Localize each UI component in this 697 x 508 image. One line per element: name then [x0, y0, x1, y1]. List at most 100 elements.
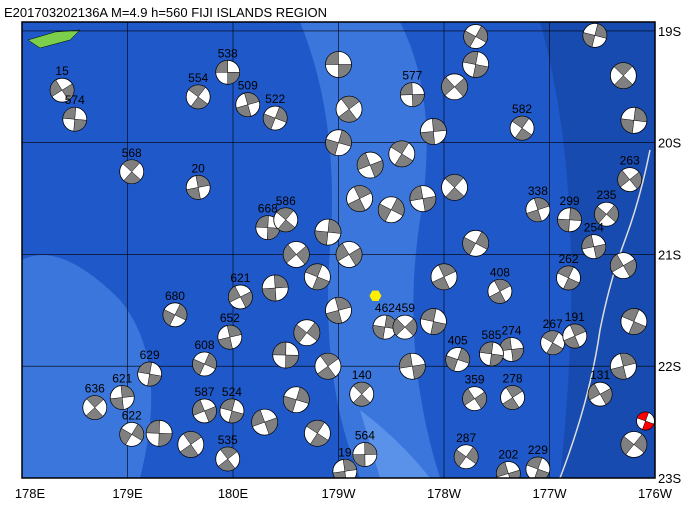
beachball-quadrant [594, 23, 608, 39]
beachball-quadrant [295, 245, 310, 265]
beachball [282, 241, 310, 268]
beachball-quadrant [145, 420, 160, 434]
beachball-quadrant [404, 318, 418, 337]
beachball-quadrant [613, 62, 633, 77]
beachball-quadrant [309, 432, 329, 447]
beachball-quadrant [62, 107, 77, 120]
beachball [162, 302, 188, 328]
station [369, 290, 382, 302]
depth-label: 131 [590, 368, 610, 382]
beachball [556, 265, 581, 291]
beachball-quadrant [147, 373, 162, 387]
beachball-quadrant [444, 174, 464, 188]
beachball-quadrant [137, 361, 153, 375]
beachball [462, 386, 487, 412]
beachball-quadrant [606, 204, 619, 223]
beachball [581, 234, 607, 260]
beachball-quadrant [123, 171, 141, 184]
beachball-quadrant [227, 72, 240, 85]
beachball [109, 385, 135, 410]
beachball-quadrant [110, 397, 124, 410]
beachball-quadrant [283, 244, 297, 264]
beachball [500, 385, 525, 410]
beachball-quadrant [514, 127, 533, 141]
beachball [235, 92, 261, 118]
depth-label: 680 [165, 289, 185, 303]
beachball-quadrant [412, 93, 425, 107]
beachball-quadrant [295, 387, 310, 404]
beachball-quadrant [505, 385, 523, 398]
beachball-quadrant [276, 207, 294, 221]
beachball [251, 408, 279, 436]
beachball-quadrant [317, 365, 336, 380]
beachball-quadrant [599, 388, 613, 406]
beachball [620, 431, 648, 458]
x-tick-label: 178W [427, 486, 462, 501]
beachball-quadrant [610, 254, 624, 273]
beachball-quadrant [305, 263, 323, 278]
beachball-quadrant [327, 218, 342, 234]
beachball-quadrant [569, 207, 582, 221]
bathymetry [360, 410, 430, 478]
x-tick-label: 179W [322, 486, 357, 501]
beachball-quadrant [475, 231, 489, 250]
beachball-quadrant [174, 303, 188, 321]
beachball-quadrant [420, 308, 437, 322]
depth-label: 235 [596, 188, 616, 202]
depth-label: 629 [140, 348, 160, 362]
beachball [445, 347, 471, 372]
depth-label: 564 [355, 429, 375, 443]
beachball-quadrant [392, 318, 406, 336]
beachball [293, 319, 321, 347]
beachball-quadrant [619, 352, 637, 367]
beachball-quadrant [620, 435, 635, 455]
y-tick-label: 19S [658, 24, 681, 39]
depth-label: 636 [85, 382, 105, 396]
beachball-quadrant [131, 423, 144, 441]
beachball-quadrant [369, 160, 384, 178]
depth-label: 267 [543, 317, 563, 331]
beachball-quadrant [633, 107, 648, 123]
beachball [335, 241, 363, 268]
beachball [525, 456, 551, 478]
beachball-quadrant [61, 83, 75, 101]
beachball [487, 278, 513, 304]
beachball [462, 229, 490, 257]
beachball-quadrant [244, 92, 260, 106]
beachball-quadrant [526, 209, 542, 222]
depth-label: 299 [560, 194, 580, 208]
events: 538 554 509 522 15 574 568 20 680 621 629 636 621 622… [49, 22, 655, 478]
beachball [119, 159, 145, 185]
beachball-quadrant [119, 427, 133, 446]
beachball-quadrant [581, 234, 595, 250]
depth-label: 535 [218, 433, 238, 447]
beachball-quadrant [422, 196, 437, 212]
beachball-quadrant [412, 363, 426, 380]
beachball-quadrant [457, 347, 470, 364]
beachball-quadrant [274, 274, 289, 289]
beachball-quadrant [264, 417, 278, 435]
beachball-quadrant [479, 341, 494, 355]
beachball [82, 395, 108, 420]
beachball-quadrant [255, 215, 269, 228]
beachball-quadrant [628, 321, 647, 335]
beachball-quadrant [541, 330, 560, 344]
beachball-quadrant [192, 399, 205, 416]
beachball [192, 351, 217, 377]
beachball-quadrant [557, 265, 574, 279]
beachball [332, 458, 358, 478]
beachball-quadrant [453, 449, 467, 467]
depth-label: 274 [502, 323, 522, 337]
beachball-quadrant [465, 446, 479, 465]
beachball [462, 51, 490, 78]
beachball [609, 62, 637, 90]
beachball [499, 337, 524, 362]
beachball-quadrant [489, 353, 504, 367]
beachball [314, 218, 342, 246]
beachball [185, 84, 211, 110]
beachball-quadrant [372, 324, 386, 340]
beachball-quadrant [192, 358, 205, 376]
x-tick-label: 177W [533, 486, 568, 501]
beachball-quadrant [526, 456, 543, 470]
beachball-quadrant [621, 308, 640, 322]
